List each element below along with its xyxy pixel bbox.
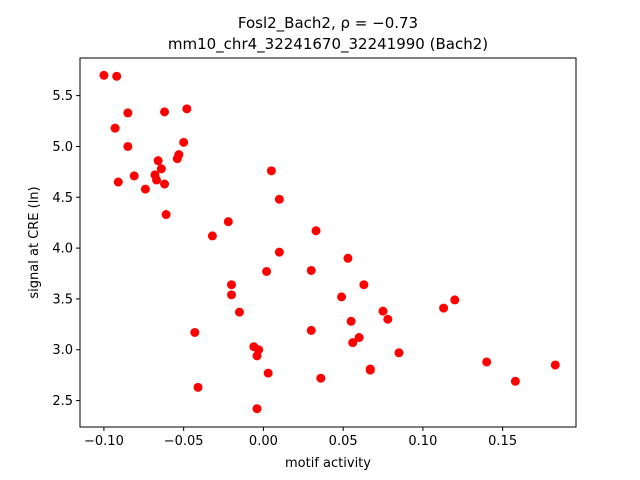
data-point	[343, 253, 353, 263]
data-point	[227, 290, 237, 300]
data-point	[179, 137, 189, 147]
data-point	[316, 373, 326, 383]
chart-title-line1: Fosl2_Bach2, ρ = −0.73	[238, 14, 418, 33]
data-point	[394, 348, 404, 358]
data-point	[223, 217, 233, 227]
y-tick-label: 4.5	[52, 191, 73, 206]
y-tick-label: 5.0	[52, 140, 73, 155]
axes-frame	[79, 57, 577, 428]
data-point	[482, 357, 492, 367]
data-point	[207, 231, 217, 241]
y-tick-label: 2.5	[52, 394, 73, 409]
data-point	[383, 314, 393, 324]
chart-title-line2: mm10_chr4_32241670_32241990 (Bach2)	[168, 35, 488, 54]
data-point	[113, 177, 123, 187]
data-point	[152, 175, 162, 185]
y-axis-label: signal at CRE (ln)	[27, 186, 42, 298]
data-point	[306, 265, 316, 275]
x-tick-label: 0.00	[249, 434, 278, 449]
data-point	[346, 316, 356, 326]
data-point	[161, 210, 171, 220]
data-point	[99, 70, 109, 80]
data-point	[439, 303, 449, 313]
data-point	[156, 164, 166, 174]
data-point	[190, 327, 200, 337]
data-point	[140, 184, 150, 194]
data-point	[354, 333, 364, 343]
data-point	[510, 376, 520, 386]
data-point	[263, 368, 273, 378]
data-point	[306, 325, 316, 335]
y-tick-label: 4.0	[52, 242, 73, 257]
data-point	[348, 338, 358, 348]
data-point	[378, 306, 388, 316]
data-point	[160, 107, 170, 117]
data-point	[112, 71, 122, 81]
data-point	[252, 404, 262, 414]
x-axis-label: motif activity	[285, 456, 371, 471]
data-point	[123, 141, 133, 151]
data-point	[359, 280, 369, 290]
y-tick-label: 5.5	[52, 89, 73, 104]
data-point	[252, 351, 262, 361]
data-point	[311, 226, 321, 236]
x-tick-label: −0.10	[84, 434, 124, 449]
x-tick-label: 0.10	[408, 434, 437, 449]
x-tick-label: 0.05	[329, 434, 358, 449]
data-point	[129, 171, 139, 181]
data-point	[262, 266, 272, 276]
x-tick-label: −0.05	[164, 434, 204, 449]
y-axis-ticks: 2.5 3.0 3.5 4.0 4.5 5.0 5.5	[52, 89, 80, 409]
data-point	[172, 154, 182, 164]
data-point	[266, 166, 276, 176]
y-tick-label: 3.0	[52, 343, 73, 358]
data-point	[193, 382, 203, 392]
data-point	[450, 295, 460, 305]
y-tick-label: 3.5	[52, 292, 73, 307]
x-axis-ticks: −0.10 −0.05 0.00 0.05 0.10 0.15	[84, 427, 517, 449]
data-point	[274, 194, 284, 204]
data-point	[123, 108, 133, 118]
data-point	[337, 292, 347, 302]
data-point	[110, 123, 120, 133]
data-point	[153, 156, 163, 166]
data-point	[160, 179, 170, 189]
data-point	[365, 365, 375, 375]
data-point	[274, 247, 284, 257]
data-point	[550, 360, 560, 370]
data-point	[227, 280, 237, 290]
data-point	[234, 307, 244, 317]
points-layer	[99, 70, 560, 414]
x-tick-label: 0.15	[488, 434, 517, 449]
data-point	[182, 104, 192, 114]
